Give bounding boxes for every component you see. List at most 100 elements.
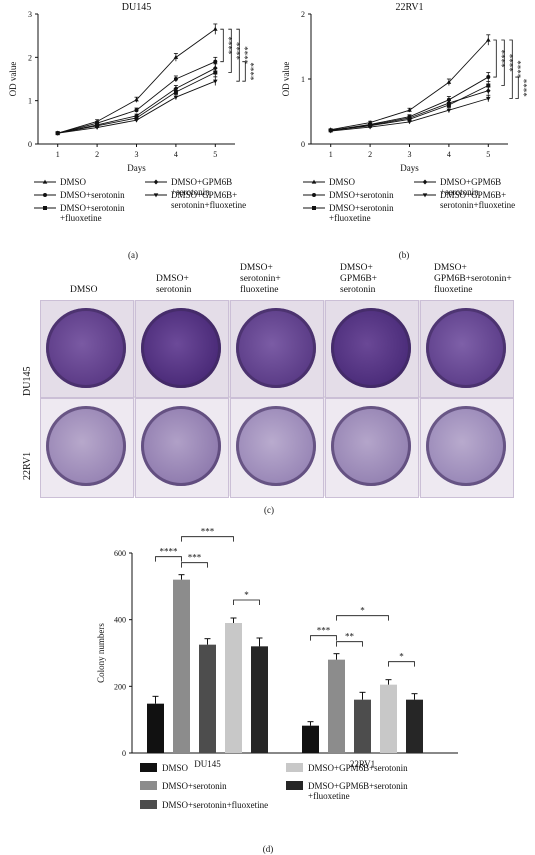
x-axis-label: Days xyxy=(400,163,419,173)
data-point xyxy=(173,86,179,92)
data-point xyxy=(134,97,139,102)
bar-category-label: 22RV1 xyxy=(350,759,375,769)
data-point xyxy=(368,122,373,127)
colony-well xyxy=(236,406,316,486)
legend-marker xyxy=(153,179,159,185)
y-tick-label: 0 xyxy=(28,140,32,149)
bar xyxy=(225,623,242,753)
data-point xyxy=(367,125,373,130)
bar-legend-label: DMSO+serotonin+fluoxetine xyxy=(162,800,268,810)
data-point xyxy=(95,121,100,126)
x-tick-label: 2 xyxy=(95,150,99,159)
colony-well xyxy=(46,406,126,486)
chart-title: 22RV1 xyxy=(395,2,423,13)
bar xyxy=(302,725,319,753)
bar-significance-bracket xyxy=(336,641,363,647)
bar-y-tick-label: 600 xyxy=(114,549,126,558)
significance-label: **** xyxy=(518,79,528,98)
data-point xyxy=(486,88,491,94)
data-point xyxy=(407,114,412,119)
bar-y-axis-label: Colony numbers xyxy=(96,623,106,683)
legend-marker xyxy=(312,206,316,210)
data-point xyxy=(407,115,412,121)
legend-label: DMSO+serotonin xyxy=(329,190,394,200)
data-point xyxy=(95,123,100,128)
bar-significance-label: *** xyxy=(188,553,202,563)
bar-significance-label: * xyxy=(244,590,249,600)
colony-well xyxy=(426,406,506,486)
data-point xyxy=(173,90,178,94)
data-point xyxy=(55,130,60,136)
legend-label: DMSO+GPM6B +serotonin xyxy=(171,177,232,197)
colony-well xyxy=(141,406,221,486)
data-point xyxy=(446,79,452,84)
series-line xyxy=(330,85,489,131)
significance-bracket xyxy=(515,76,519,99)
data-point xyxy=(486,96,491,101)
significance-label: **** xyxy=(239,46,249,65)
data-point xyxy=(213,59,218,64)
significance-label: **** xyxy=(231,42,241,61)
x-tick-label: 5 xyxy=(213,150,217,159)
y-tick-label: 3 xyxy=(28,10,32,19)
bar-legend-swatch xyxy=(286,763,303,772)
significance-bracket xyxy=(228,28,232,73)
data-point xyxy=(134,108,139,113)
bar xyxy=(354,699,371,753)
x-axis-label: Days xyxy=(127,163,146,173)
legend-marker xyxy=(312,193,316,197)
bar xyxy=(147,703,164,753)
data-point xyxy=(134,113,139,119)
column-label: DMSO+ serotonin xyxy=(156,274,192,295)
bar-significance-bracket xyxy=(181,536,234,542)
data-point xyxy=(328,129,333,134)
legend-label: DMSO+GPM6B+ serotonin+fluoxetine xyxy=(171,190,246,210)
legend-marker xyxy=(422,193,428,198)
series-line xyxy=(57,28,216,134)
bar-legend-label: DMSO+GPM6B+serotonin +fluoxetine xyxy=(308,781,408,801)
bar-significance-label: * xyxy=(399,652,404,662)
data-point xyxy=(55,131,60,136)
data-point xyxy=(94,125,100,130)
bar xyxy=(199,644,216,753)
panel-label-c: (c) xyxy=(264,505,274,515)
data-point xyxy=(328,128,333,133)
data-point xyxy=(367,122,373,128)
data-point xyxy=(173,54,179,59)
data-point xyxy=(446,97,451,102)
significance-label: **** xyxy=(504,54,514,73)
bar-significance-label: * xyxy=(360,606,365,616)
bar-category-label: DU145 xyxy=(194,759,221,769)
legend-label: DMSO xyxy=(60,177,87,187)
bar-significance-label: ** xyxy=(345,632,355,642)
data-point xyxy=(134,118,139,123)
panel-label-b: (b) xyxy=(399,250,410,260)
x-tick-label: 5 xyxy=(486,150,490,159)
series-line xyxy=(57,61,216,134)
legend-label: DMSO+serotonin +fluoxetine xyxy=(329,203,394,223)
legend-label: DMSO xyxy=(329,177,356,187)
x-tick-label: 2 xyxy=(368,150,372,159)
data-point xyxy=(173,95,179,100)
bar xyxy=(173,579,190,753)
data-point xyxy=(173,77,178,81)
legend-marker xyxy=(42,179,48,184)
column-label: DMSO+ GPM6B+ serotonin xyxy=(340,263,378,295)
legend-label: DMSO+serotonin xyxy=(60,190,125,200)
significance-bracket xyxy=(220,28,224,63)
chart-title: DU145 xyxy=(122,2,151,13)
data-point xyxy=(486,75,491,80)
series-line xyxy=(330,39,489,131)
panel-label-a: (a) xyxy=(128,250,138,260)
bar-significance-bracket xyxy=(155,556,182,562)
series-line xyxy=(330,90,489,131)
colony-well xyxy=(426,308,506,388)
series-line xyxy=(57,67,216,134)
y-tick-label: 1 xyxy=(28,97,32,106)
data-point xyxy=(446,103,451,107)
panel-label-d: (d) xyxy=(263,844,274,854)
data-point xyxy=(368,123,373,128)
data-point xyxy=(213,26,218,31)
bar-significance-bracket xyxy=(233,599,260,605)
data-point xyxy=(55,131,60,136)
